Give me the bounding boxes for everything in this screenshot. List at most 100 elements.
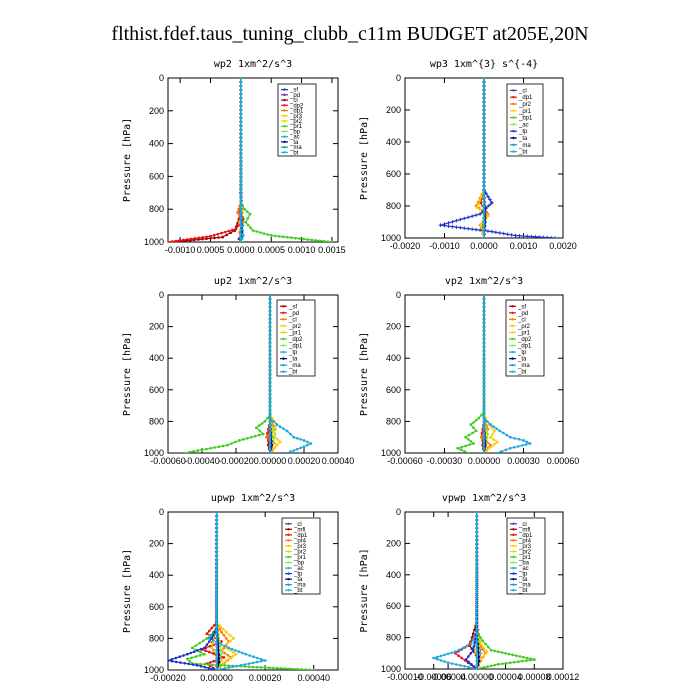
data-point: [268, 396, 272, 400]
data-point: [268, 435, 272, 439]
x-tick-label: -0.00004: [430, 672, 466, 682]
data-point: [475, 579, 479, 582]
data-point: [256, 656, 259, 660]
data-point: [272, 447, 275, 450]
legend-marker: [283, 98, 286, 102]
data-point: [239, 156, 243, 160]
data-point: [493, 429, 496, 433]
data-point: [459, 448, 463, 452]
data-point: [260, 658, 263, 661]
data-point: [215, 585, 218, 589]
data-point: [504, 448, 508, 452]
data-point: [268, 364, 272, 368]
data-point: [239, 148, 243, 152]
data-point: [239, 212, 243, 215]
data-point: [486, 432, 490, 436]
data-point: [199, 647, 203, 651]
data-point: [201, 639, 205, 643]
data-point: [247, 662, 251, 665]
data-point: [268, 372, 272, 376]
data-point: [482, 364, 486, 368]
data-point: [482, 353, 486, 356]
data-point: [475, 667, 479, 669]
data-point: [182, 238, 185, 242]
data-point: [467, 433, 471, 437]
data-point: [268, 368, 272, 372]
legend-label: _pr2: [288, 324, 302, 330]
data-point: [482, 341, 486, 344]
plot-area: [431, 512, 536, 669]
data-point: [490, 444, 494, 448]
data-point: [268, 404, 272, 407]
series-line-dp2: [168, 78, 245, 242]
data-point: [215, 649, 218, 652]
y-axis-label: Pressure [hPa]: [122, 332, 133, 416]
data-point: [174, 239, 177, 242]
data-point: [215, 526, 218, 530]
y-tick-label: 1000: [144, 665, 164, 675]
data-point: [234, 652, 238, 656]
data-point: [193, 237, 197, 240]
panel-grid: wp2 1xm^2/s^3 Pressure [hPa] 0 200 400 600 800…: [122, 59, 579, 683]
data-point: [268, 392, 272, 396]
legend-marker: [511, 357, 514, 360]
data-point: [227, 646, 230, 650]
data-point: [482, 309, 486, 313]
data-point: [217, 445, 221, 449]
legend-marker: [511, 311, 514, 315]
panel-title: vpwp 1xm^2/s^3: [442, 493, 526, 504]
data-point: [482, 416, 486, 419]
data-point: [482, 104, 486, 108]
legend-marker: [511, 318, 514, 321]
data-point: [179, 661, 182, 664]
data-point: [482, 200, 486, 204]
data-point: [290, 236, 293, 239]
data-point: [482, 360, 486, 364]
data-point: [282, 235, 285, 239]
data-point: [472, 442, 475, 445]
data-point: [272, 420, 275, 423]
x-tick-label: -0.0020: [390, 241, 421, 251]
data-point: [239, 236, 243, 240]
y-tick-label: 0: [159, 507, 164, 517]
data-point: [259, 660, 263, 663]
data-point: [215, 613, 218, 616]
legend-marker: [283, 93, 286, 97]
data-point: [475, 514, 479, 518]
data-point: [500, 450, 503, 453]
data-point: [475, 206, 479, 209]
data-point: [475, 575, 479, 578]
data-point: [298, 237, 301, 240]
data-point: [215, 589, 218, 593]
data-point: [268, 317, 272, 321]
data-point: [482, 372, 486, 376]
data-point: [250, 435, 253, 439]
data-point: [268, 305, 272, 309]
data-point: [195, 664, 199, 667]
legend-label: _pr1: [293, 555, 307, 561]
legend-marker: [282, 344, 285, 347]
data-point: [482, 396, 486, 400]
legend-label: _dp2: [288, 337, 303, 343]
data-point: [268, 432, 272, 435]
data-point: [302, 439, 306, 442]
data-point: [475, 518, 479, 522]
data-point: [474, 227, 478, 232]
data-point: [268, 360, 272, 364]
data-point: [517, 660, 520, 663]
legend-marker: [282, 350, 285, 354]
data-point: [215, 641, 218, 644]
x-tick-label: -0.00060: [387, 456, 423, 466]
data-point: [482, 443, 486, 447]
legend-marker: [283, 135, 286, 138]
data-point: [215, 562, 218, 565]
data-point: [215, 660, 218, 664]
data-point: [469, 423, 473, 426]
data-point: [268, 333, 272, 336]
data-point: [205, 237, 208, 240]
data-point: [239, 144, 243, 148]
data-point: [239, 224, 243, 227]
data-point: [482, 412, 486, 415]
legend-label: _tp: [288, 350, 298, 356]
data-point: [259, 231, 262, 234]
